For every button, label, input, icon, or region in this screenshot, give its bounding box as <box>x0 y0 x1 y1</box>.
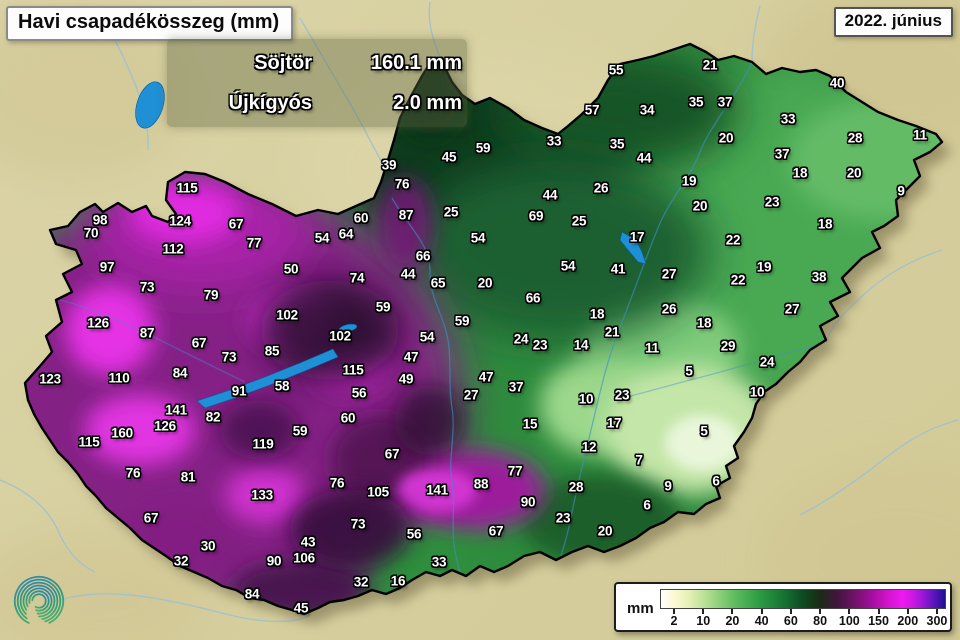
max-station-name: Söjtör <box>254 51 312 74</box>
legend-tick: 200 <box>893 609 923 628</box>
legend-tick: 100 <box>834 609 864 628</box>
date-box: 2022. június <box>833 7 953 37</box>
legend-tick: 80 <box>805 609 835 628</box>
river-tisza <box>59 61 827 568</box>
max-station-value: 160.1 mm <box>370 51 462 74</box>
legend-tick: 60 <box>776 609 806 628</box>
omsz-spiral-logo <box>8 570 70 632</box>
legend-tick: 2 <box>659 609 689 628</box>
lake-balaton <box>196 348 339 409</box>
map-title-box: Havi csapadékösszeg (mm) <box>6 6 294 41</box>
legend-tick: 10 <box>688 609 718 628</box>
extremes-panel: Söjtör 160.1 mm Újkígyós 2.0 mm <box>167 39 467 127</box>
legend-gradient-bar <box>660 589 946 609</box>
lakes <box>135 81 647 409</box>
map-title: Havi csapadékösszeg (mm) <box>18 11 280 33</box>
min-station-name: Újkígyós <box>228 91 312 114</box>
legend: mm 2 10 20 40 60 80 100 150 200 300 <box>614 582 952 632</box>
lake-tisza <box>619 231 647 265</box>
legend-tick: 300 <box>922 609 952 628</box>
lake-velence <box>338 323 358 333</box>
legend-tick: 150 <box>864 609 894 628</box>
map-date: 2022. június <box>844 11 942 30</box>
max-extreme-row: Söjtör 160.1 mm <box>167 52 467 75</box>
min-extreme-row: Újkígyós 2.0 mm <box>167 92 467 115</box>
legend-tick: 20 <box>717 609 747 628</box>
lake-northwest <box>135 81 165 129</box>
min-station-value: 2.0 mm <box>393 91 462 114</box>
legend-tick: 40 <box>747 609 777 628</box>
legend-unit-label: mm <box>627 600 654 617</box>
river-danube <box>391 197 471 593</box>
legend-ticks: 2 10 20 40 60 80 100 150 200 300 <box>671 609 947 628</box>
